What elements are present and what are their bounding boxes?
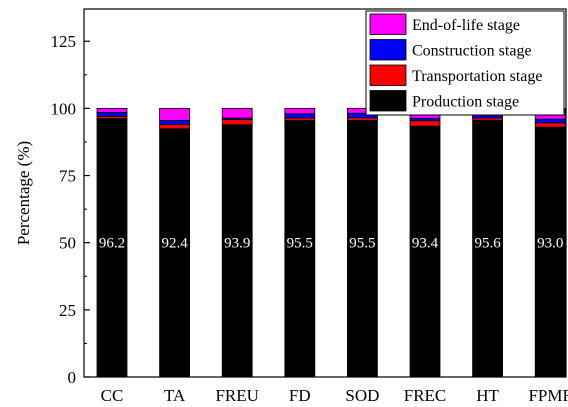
data-label-cc: 96.2 [99,236,125,252]
data-label-sod: 95.5 [349,236,375,252]
bar-segment-cc-end-of-life-stage [96,107,128,113]
y-tick-label-0: 0 [68,368,77,387]
data-label-ht: 95.6 [474,236,501,252]
bar-segment-cc-construction-stage [96,112,128,117]
bar-segment-freu-end-of-life-stage [221,107,253,119]
x-tick-label-cc: CC [101,386,124,405]
x-tick-label-fpmf: FPMF [528,386,568,405]
bar-segment-fpmf-transportation-stage [534,122,566,128]
legend-label-transportation-stage: Transportation stage [412,68,543,85]
bar-segment-sod-transportation-stage [346,117,378,121]
x-tick-label-sod: SOD [345,386,379,405]
x-tick-label-ht: HT [476,386,499,405]
x-tick-label-frec: FREC [404,386,447,405]
bar-segment-ta-transportation-stage [159,124,191,130]
x-tick-label-fd: FD [289,386,311,405]
y-tick-label-75: 75 [59,167,76,186]
bar-segment-fd-end-of-life-stage [284,107,316,115]
y-tick-label-25: 25 [59,301,76,320]
legend-swatch-transportation-stage [369,64,407,86]
data-label-ta: 92.4 [161,236,188,252]
legend: End-of-life stage Construction stage Trans… [365,10,565,116]
y-tick-label-100: 100 [51,99,77,118]
axes-layer: 0 25 50 75 100 125 CC TA FREU FD SOD FREC HT FPMF Perc… [14,8,568,405]
legend-label-construction-stage: Construction stage [412,43,532,60]
bar-segment-ta-production-stage [159,128,191,378]
data-label-freu: 93.9 [224,236,250,252]
bar-segment-fd-production-stage [284,120,316,378]
x-tick-label-freu: FREU [215,386,258,405]
plot-frame [83,8,567,378]
data-label-frec: 93.4 [412,236,439,252]
bar-segment-frec-production-stage [409,125,441,378]
bar-segment-freu-transportation-stage [221,119,253,126]
bar-segment-fpmf-production-stage [534,126,566,378]
data-label-fd: 95.5 [287,236,313,252]
legend-swatch-construction-stage [369,39,407,61]
bar-segment-cc-production-stage [96,118,128,378]
y-tick-label-125: 125 [51,32,77,51]
bar-segment-ht-production-stage [472,119,504,378]
bar-segment-ta-end-of-life-stage [159,107,191,121]
y-axis-title: Percentage (%) [14,141,33,245]
legend-swatch-production-stage [369,90,407,112]
x-tick-label-ta: TA [164,386,186,405]
bar-segment-ta-construction-stage [159,120,191,125]
y-tick-label-50: 50 [59,234,76,253]
bar-segment-frec-transportation-stage [409,120,441,127]
legend-label-production-stage: Production stage [412,94,519,111]
data-label-fpmf: 93.0 [537,236,563,252]
legend-swatch-end-of-life-stage [369,13,407,35]
bars-layer: 96.2 92.4 93.9 95.5 95.5 93.4 95.6 93.0 [96,107,566,378]
bar-segment-fd-construction-stage [284,113,316,119]
bar-segment-fpmf-construction-stage [534,118,566,124]
legend-label-end-of-life-stage: End-of-life stage [412,17,520,34]
